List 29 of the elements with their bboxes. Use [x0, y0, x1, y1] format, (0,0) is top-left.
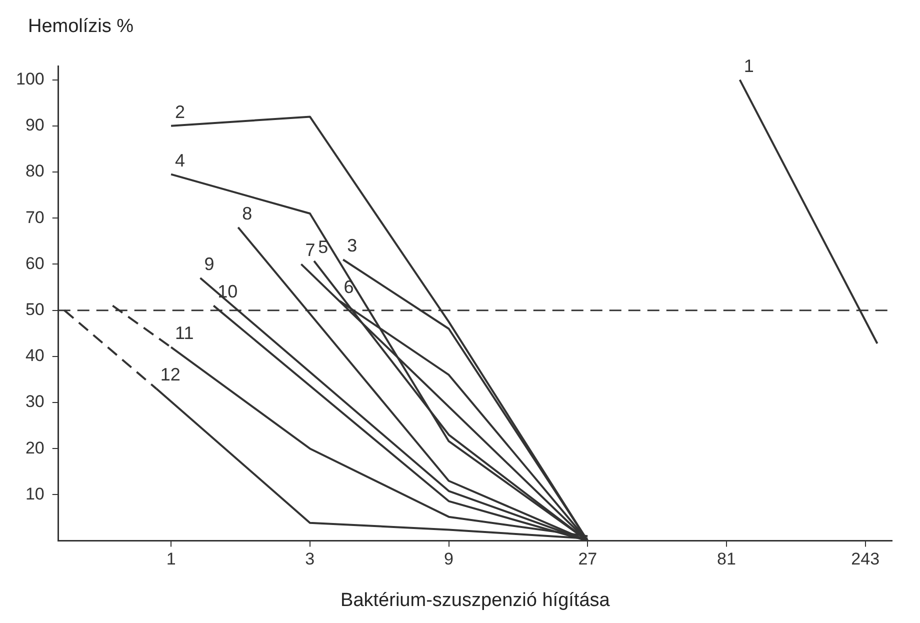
series-label: 11 — [175, 323, 194, 344]
y-tick-label: 40 — [25, 346, 44, 366]
x-tick-label: 3 — [305, 550, 315, 569]
x-tick-label: 9 — [444, 550, 454, 569]
series-label: 4 — [175, 150, 186, 170]
x-tick-label: 1 — [166, 550, 176, 569]
x-tick-label: 27 — [578, 550, 598, 569]
y-tick-label: 20 — [25, 438, 44, 458]
x-axis-title: Baktérium-szuszpenzió hígítása — [340, 590, 610, 611]
series-label: 3 — [347, 236, 358, 256]
series-label: 8 — [242, 203, 252, 224]
y-tick-label: 30 — [25, 392, 44, 412]
series-label: 5 — [318, 236, 328, 257]
y-tick-label: 50 — [25, 300, 44, 319]
series-label: 2 — [175, 102, 186, 122]
y-tick-label: 10 — [25, 484, 44, 504]
series-label: 1 — [744, 56, 754, 76]
series-label: 9 — [204, 254, 214, 274]
y-tick-label: 70 — [25, 208, 44, 227]
y-tick-label: 90 — [25, 116, 44, 135]
y-axis-title: Hemolízis % — [27, 15, 135, 39]
x-tick-label: 81 — [717, 550, 736, 569]
y-tick-label: 80 — [25, 162, 44, 181]
y-tick-label: 60 — [25, 254, 44, 273]
y-tick-label: 100 — [16, 70, 44, 89]
series-label: 7 — [305, 240, 316, 260]
series-label: 12 — [160, 364, 180, 385]
series-label: 10 — [218, 282, 238, 302]
x-tick-label: 243 — [851, 550, 880, 569]
